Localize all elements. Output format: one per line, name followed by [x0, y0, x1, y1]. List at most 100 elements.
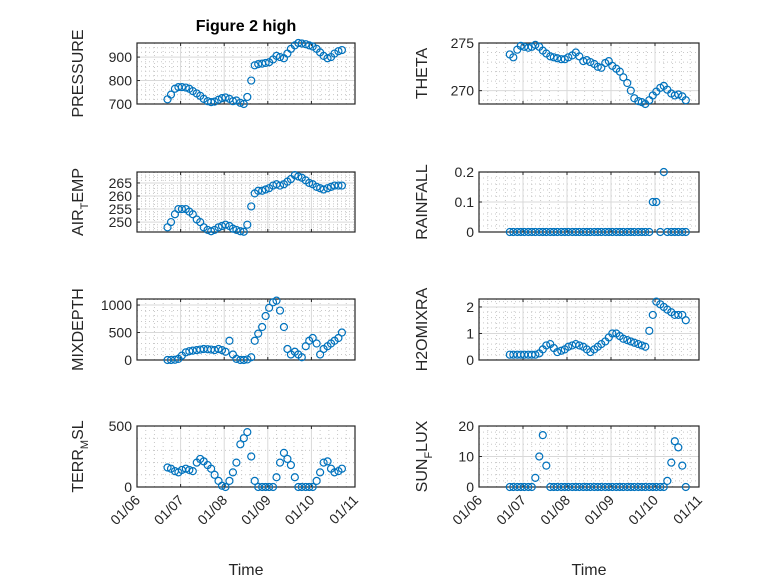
data-point	[542, 461, 551, 470]
data-point	[243, 220, 252, 229]
data-point	[630, 338, 639, 347]
plot-area	[137, 426, 355, 487]
data-point	[181, 464, 190, 473]
data-point	[667, 458, 676, 467]
y-tick-label: 800	[109, 73, 133, 89]
data-point	[509, 53, 518, 62]
data-point	[163, 463, 172, 472]
data-point	[261, 58, 270, 68]
axes-box	[136, 298, 356, 361]
data-point	[681, 227, 690, 237]
y-label-text: SL	[70, 420, 87, 440]
y-tick-label: 20	[458, 418, 474, 434]
data-point	[250, 61, 259, 70]
data-point	[586, 57, 595, 67]
y-axis-label: THETA	[414, 48, 431, 100]
data-point	[656, 482, 665, 492]
data-point	[634, 97, 643, 106]
data-point	[337, 45, 347, 55]
y-label-text: H2OMIXRA	[414, 287, 431, 371]
data-point	[239, 227, 248, 236]
data-point	[615, 67, 624, 76]
axes-box	[136, 171, 356, 233]
data-point	[308, 333, 317, 343]
figure-title: Figure 2 high	[196, 18, 296, 35]
data-point	[575, 52, 584, 61]
y-tick-label: 265	[109, 175, 133, 191]
y-axis-label: H2OMIXRA	[414, 287, 431, 371]
data-point	[652, 197, 661, 207]
data-point	[316, 468, 325, 477]
y-tick-label: 0	[124, 479, 132, 495]
data-point	[334, 181, 343, 190]
y-tick-label: 260	[109, 188, 133, 204]
y-tick-label: 0	[124, 352, 132, 368]
subplot-theta: 270 275 THETA	[414, 35, 700, 109]
data-point	[538, 431, 547, 440]
y-tick-label: 700	[109, 96, 133, 112]
y-tick-label: 0.2	[455, 164, 475, 180]
data-point	[678, 227, 687, 237]
y-label-text: AIR	[70, 209, 87, 236]
data-point	[247, 452, 256, 461]
data-point	[337, 328, 347, 337]
plot-area	[137, 172, 355, 232]
y-tick-label: 1000	[101, 297, 132, 313]
axes-box	[478, 298, 700, 361]
data-point	[243, 355, 252, 364]
y-axis-label: TERRMSL	[70, 420, 91, 492]
data-point	[330, 468, 339, 477]
data-point	[188, 467, 197, 476]
data-point	[261, 311, 270, 321]
data-point	[659, 482, 668, 492]
data-point	[225, 476, 234, 485]
data-point	[268, 482, 278, 492]
y-axis-label: AIRTEMP	[70, 168, 91, 236]
data-point	[549, 53, 558, 62]
data-point	[210, 97, 219, 106]
y-label-text: EMP	[70, 168, 87, 203]
data-point	[634, 339, 643, 349]
data-point	[286, 460, 296, 470]
data-point	[254, 186, 263, 195]
data-point	[326, 182, 336, 191]
data-point	[188, 210, 197, 219]
y-tick-label: 250	[109, 214, 133, 230]
data-point	[535, 452, 544, 461]
data-point	[232, 225, 241, 235]
data-point	[228, 224, 238, 233]
data-point	[210, 470, 219, 479]
data-point	[166, 90, 176, 99]
data-point	[626, 86, 635, 95]
plot-area	[137, 299, 355, 360]
data-point	[265, 482, 274, 492]
data-point	[637, 341, 646, 350]
data-point	[597, 63, 606, 72]
data-point	[648, 197, 657, 207]
data-point	[177, 83, 187, 92]
data-point	[294, 172, 303, 181]
data-point	[608, 329, 617, 338]
data-point	[626, 337, 635, 346]
data-point	[221, 220, 230, 229]
data-point	[674, 310, 683, 320]
data-point	[663, 476, 672, 485]
data-point	[250, 476, 259, 485]
data-point	[247, 76, 256, 85]
data-point	[516, 41, 525, 50]
data-point	[236, 440, 245, 449]
data-point	[297, 353, 306, 362]
data-point	[681, 316, 690, 325]
y-label-subscript: T	[79, 202, 91, 209]
data-point	[228, 97, 238, 106]
data-point	[239, 355, 248, 365]
data-point	[575, 341, 584, 350]
y-label-text: MIXDEPTH	[70, 288, 87, 371]
data-point	[337, 181, 347, 190]
data-point	[275, 52, 285, 62]
data-point	[531, 473, 540, 482]
data-point	[323, 184, 332, 193]
data-point	[243, 92, 252, 102]
